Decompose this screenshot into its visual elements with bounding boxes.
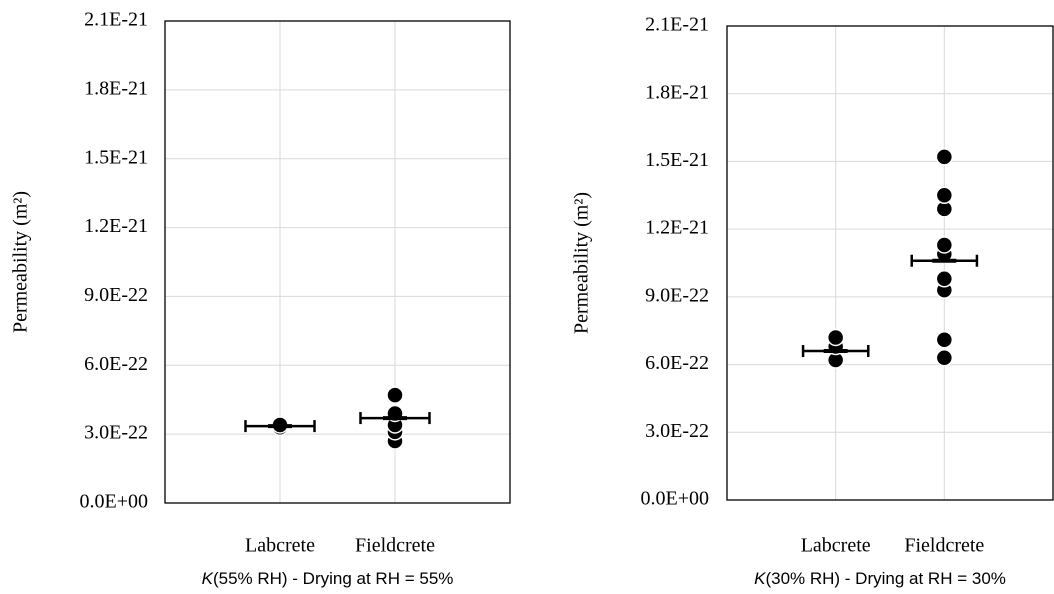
y-tick-label: 9.0E-22 [645,284,709,306]
y-tick-label: 2.1E-21 [84,9,148,31]
data-point [935,270,954,288]
data-point [935,236,954,254]
x-axis-title-symbol: K [202,569,214,588]
data-point [826,328,845,347]
data-point [935,349,954,367]
y-tick-label: 1.8E-21 [645,81,709,103]
data-point [935,186,954,205]
y-tick-label: 1.5E-21 [84,146,148,168]
y-tick-label: 6.0E-22 [645,352,709,374]
x-axis-title: K(30% RH) - Drying at RH = 30% [754,569,1006,588]
x-tick-label: Labcrete [245,535,315,557]
y-tick-label: 1.8E-21 [84,77,148,99]
y-tick-label: 3.0E-22 [645,420,709,442]
data-point [935,148,954,166]
x-axis-title-symbol: K [754,569,766,588]
y-tick-label: 1.2E-21 [84,215,148,237]
y-axis-title: Permeability (m²) [571,192,593,334]
y-tick-label: 0.0E+00 [80,491,149,513]
y-tick-label: 2.1E-21 [645,14,709,36]
chart: 0.0E+00 3.0E-22 6.0E-22 9.0E-22 1.2E-21 1.5E-… [571,14,1054,588]
data-point [386,386,404,404]
y-axis-title: Permeability (m²) [10,191,32,333]
x-tick-label: Labcrete [801,535,871,557]
x-tick-label: Fieldcrete [355,535,435,557]
y-tick-label: 6.0E-22 [84,353,148,375]
plot-frame [164,20,511,504]
chart: 0.0E+00 3.0E-22 6.0E-22 9.0E-22 1.2E-21 1.5E-… [10,9,511,588]
y-tick-label: 1.2E-21 [645,217,709,239]
y-tick-label: 1.5E-21 [645,149,709,171]
plot-frame [726,25,1054,501]
x-axis-title-text: (55% RH) - Drying at RH = 55% [213,569,453,588]
x-axis-title: K(55% RH) - Drying at RH = 55% [202,569,454,588]
data-point [935,330,954,349]
y-tick-label: 3.0E-22 [84,422,148,444]
x-tick-label: Fieldcrete [904,535,984,557]
y-tick-label: 0.0E+00 [641,488,710,510]
y-tick-label: 9.0E-22 [84,284,148,306]
x-axis-title-text: (30% RH) - Drying at RH = 30% [765,569,1005,588]
